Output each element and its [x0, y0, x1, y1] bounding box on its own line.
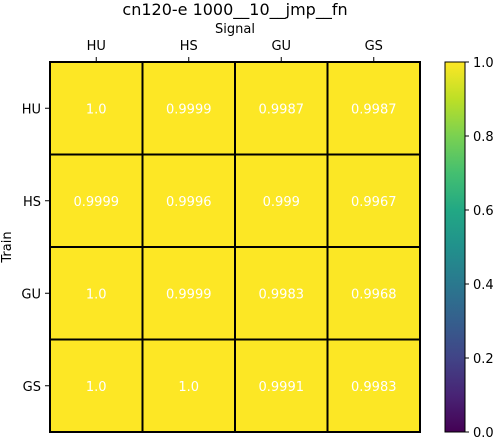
colorbar-tick-label: 0.8: [473, 130, 494, 145]
heatmap-cell: [49, 61, 144, 156]
heatmap-cell: [326, 246, 421, 341]
colorbar-tick-label: 0.4: [473, 278, 494, 293]
cell-value-label: 0.9987: [351, 102, 397, 117]
cell-value-label: 0.9987: [259, 102, 305, 117]
cell-value-label: 0.9968: [351, 287, 397, 302]
cell-value-label: 0.9983: [351, 380, 397, 395]
colorbar-tick-label: 0.6: [473, 204, 494, 219]
heatmap-cell: [141, 338, 236, 433]
y-tick-label: GS: [23, 380, 41, 395]
y-tick-label: GU: [21, 287, 41, 302]
cell-value-label: 0.9967: [351, 195, 397, 210]
x-axis-label: Signal: [215, 22, 255, 37]
colorbar-tick-label: 0.0: [473, 426, 494, 440]
cell-value-label: 1.0: [178, 380, 199, 395]
colorbar-tick-label: 0.2: [473, 352, 494, 367]
cell-value-label: 0.9999: [166, 287, 212, 302]
cell-value-label: 1.0: [86, 287, 107, 302]
heatmap-cell: [326, 153, 421, 248]
x-tick-label: HS: [180, 39, 198, 54]
heatmap-cell: [326, 338, 421, 433]
x-tick-label: HU: [87, 39, 106, 54]
cell-value-label: 0.9991: [259, 380, 305, 395]
y-tick-label: HU: [22, 102, 41, 117]
cell-value-label: 0.9999: [74, 195, 120, 210]
x-tick-label: GU: [271, 39, 291, 54]
heatmap-cell: [141, 61, 236, 156]
heatmap-cell: [141, 246, 236, 341]
colorbar-tick-label: 1.0: [473, 56, 494, 71]
cell-value-label: 1.0: [86, 102, 107, 117]
colorbar-ticks: 0.0 0.2 0.4 0.6 0.8 1.0: [465, 56, 494, 440]
x-axis-ticks: HU HS GU GS: [87, 39, 383, 62]
cell-value-label: 0.999: [263, 195, 300, 210]
heatmap-cell: [326, 61, 421, 156]
colorbar: [444, 61, 466, 433]
x-tick-label: GS: [365, 39, 383, 54]
heatmap-cell: [49, 338, 144, 433]
cell-value-label: 0.9983: [259, 287, 305, 302]
chart-title: cn120-e 1000__10__jmp__fn: [122, 0, 347, 20]
cell-value-label: 0.9996: [166, 195, 212, 210]
heatmap-cell: [141, 153, 236, 248]
cell-value-label: 1.0: [86, 380, 107, 395]
heatmap-cell-labels: 1.0 0.9999 0.9987 0.9987 0.9999 0.9996 0.999 0.…: [74, 102, 397, 395]
y-axis-label: Train: [0, 231, 15, 263]
y-tick-label: HS: [23, 195, 41, 210]
cell-value-label: 0.9999: [166, 102, 212, 117]
y-axis-ticks: HU HS GU GS: [21, 102, 50, 395]
heatmap-cells: [49, 61, 421, 433]
